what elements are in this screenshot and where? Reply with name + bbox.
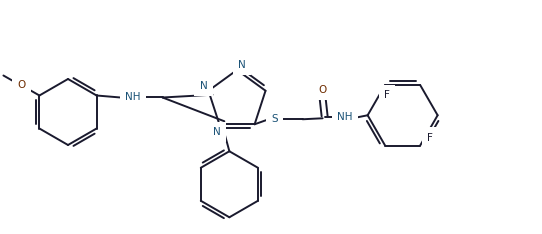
Text: N: N bbox=[199, 81, 208, 91]
Text: O: O bbox=[17, 80, 25, 91]
Text: NH: NH bbox=[125, 92, 140, 102]
Text: F: F bbox=[427, 133, 433, 143]
Text: O: O bbox=[319, 85, 327, 95]
Text: N: N bbox=[238, 60, 246, 70]
Text: F: F bbox=[384, 90, 390, 100]
Text: NH: NH bbox=[337, 112, 352, 122]
Text: N: N bbox=[214, 127, 221, 137]
Text: S: S bbox=[272, 114, 278, 124]
